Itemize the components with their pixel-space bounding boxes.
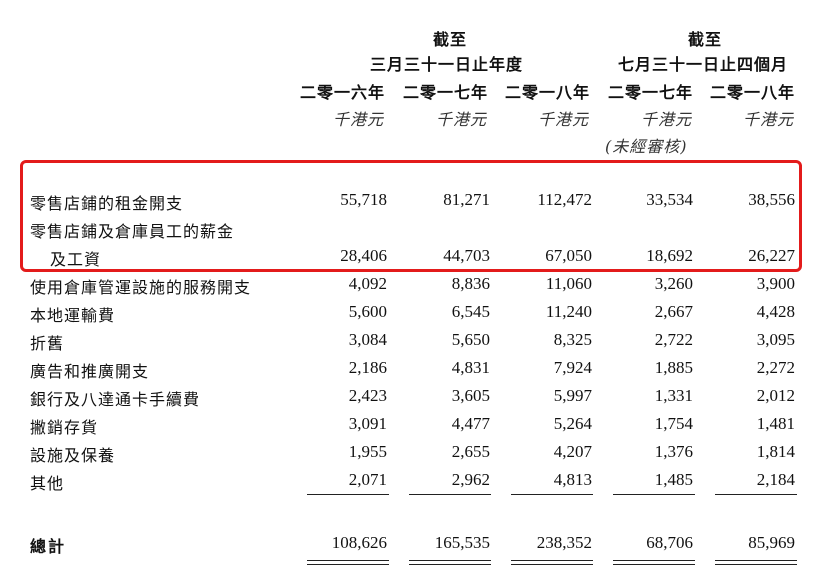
row-transport-col1: 5,600 (348, 302, 387, 321)
subtotal-rule-col1 (307, 494, 389, 495)
row-bank-col5: 2,012 (756, 386, 795, 405)
row-writeoff-col3: 5,264 (553, 414, 592, 433)
row-facilities-col1: 1,955 (348, 442, 387, 461)
row-bank-col1: 2,423 (348, 386, 387, 405)
group1-header-line2: 三月三十一日止年度 (370, 55, 524, 74)
unit-col1: 千港元 (333, 110, 385, 129)
row-salaries-col5: 26,227 (748, 246, 795, 265)
row-facilities-col5: 1,814 (756, 442, 795, 461)
year-header-2017-4m: 二零一七年 (608, 83, 694, 102)
subtotal-rule-col4 (613, 494, 695, 495)
row-others-col2: 2,962 (451, 470, 490, 489)
row-salaries-col1: 28,406 (340, 246, 387, 265)
unit-col5: 千港元 (743, 110, 795, 129)
row-advertising-col1: 2,186 (348, 358, 387, 377)
row-depreciation-col4: 2,722 (654, 330, 693, 349)
unaudited-note: (未經審核) (605, 137, 688, 156)
row-label-others: 其他 (30, 474, 65, 493)
row-warehouse-col5: 3,900 (756, 274, 795, 293)
highlight-box (20, 160, 802, 272)
row-label-facilities: 設施及保養 (30, 446, 116, 465)
row-warehouse-col1: 4,092 (348, 274, 387, 293)
row-transport-col3: 11,240 (545, 302, 592, 321)
row-rent-col3: 112,472 (537, 190, 592, 209)
row-rent-col1: 55,718 (340, 190, 387, 209)
row-depreciation-col5: 3,095 (756, 330, 795, 349)
total-double-rule-col5-b (715, 564, 797, 565)
total-col4: 68,706 (646, 533, 693, 552)
total-double-rule-col1-b (307, 564, 389, 565)
row-advertising-col3: 7,924 (553, 358, 592, 377)
row-bank-col4: 1,331 (654, 386, 693, 405)
row-writeoff-col1: 3,091 (348, 414, 387, 433)
total-col3: 238,352 (536, 533, 592, 552)
row-label-warehouse-services: 使用倉庫管運設施的服務開支 (30, 278, 252, 297)
row-others-col3: 4,813 (553, 470, 592, 489)
total-double-rule-col3-a (511, 560, 593, 561)
subtotal-rule-col5 (715, 494, 797, 495)
total-double-rule-col4-b (613, 564, 695, 565)
row-others-col5: 2,184 (756, 470, 795, 489)
year-header-2016: 二零一六年 (300, 83, 386, 102)
total-double-rule-col5-a (715, 560, 797, 561)
row-rent-col4: 33,534 (646, 190, 693, 209)
row-label-bank-charges: 銀行及八達通卡手續費 (30, 390, 201, 409)
row-writeoff-col2: 4,477 (451, 414, 490, 433)
row-facilities-col2: 2,655 (451, 442, 490, 461)
total-col5: 85,969 (748, 533, 795, 552)
group2-header-line2: 七月三十一日止四個月 (618, 55, 789, 74)
row-label-inventory-writeoff: 撇銷存貨 (30, 418, 99, 437)
row-salaries-col2: 44,703 (443, 246, 490, 265)
row-facilities-col3: 4,207 (553, 442, 592, 461)
row-depreciation-col3: 8,325 (553, 330, 592, 349)
row-advertising-col4: 1,885 (654, 358, 693, 377)
group2-header-line1: 截至 (688, 30, 723, 49)
row-others-col1: 2,071 (348, 470, 387, 489)
subtotal-rule-col2 (409, 494, 491, 495)
unit-col3: 千港元 (538, 110, 590, 129)
year-header-2018-4m: 二零一八年 (710, 83, 796, 102)
total-double-rule-col3-b (511, 564, 593, 565)
row-label-local-transport: 本地運輸費 (30, 306, 116, 325)
row-warehouse-col4: 3,260 (654, 274, 693, 293)
total-double-rule-col2-a (409, 560, 491, 561)
total-col2: 165,535 (434, 533, 490, 552)
unit-col4: 千港元 (641, 110, 693, 129)
row-warehouse-col3: 11,060 (545, 274, 592, 293)
row-transport-col2: 6,545 (451, 302, 490, 321)
total-double-rule-col2-b (409, 564, 491, 565)
row-advertising-col2: 4,831 (451, 358, 490, 377)
subtotal-rule-col3 (511, 494, 593, 495)
row-facilities-col4: 1,376 (654, 442, 693, 461)
row-others-col4: 1,485 (654, 470, 693, 489)
total-col1: 108,626 (331, 533, 387, 552)
row-label-salaries-line2: 及工資 (50, 250, 102, 269)
row-writeoff-col4: 1,754 (654, 414, 693, 433)
row-label-rent: 零售店鋪的租金開支 (30, 194, 184, 213)
row-label-depreciation: 折舊 (30, 334, 65, 353)
row-rent-col5: 38,556 (748, 190, 795, 209)
row-transport-col5: 4,428 (756, 302, 795, 321)
row-bank-col3: 5,997 (553, 386, 592, 405)
group1-header-line1: 截至 (433, 30, 468, 49)
row-warehouse-col2: 8,836 (451, 274, 490, 293)
row-depreciation-col2: 5,650 (451, 330, 490, 349)
row-salaries-col4: 18,692 (646, 246, 693, 265)
row-advertising-col5: 2,272 (756, 358, 795, 377)
row-label-advertising: 廣告和推廣開支 (30, 362, 150, 381)
total-double-rule-col1-a (307, 560, 389, 561)
year-header-2018: 二零一八年 (505, 83, 591, 102)
row-salaries-col3: 67,050 (545, 246, 592, 265)
year-header-2017: 二零一七年 (403, 83, 489, 102)
row-rent-col2: 81,271 (443, 190, 490, 209)
row-label-salaries-line1: 零售店鋪及倉庫員工的薪金 (30, 222, 235, 241)
unit-col2: 千港元 (436, 110, 488, 129)
row-bank-col2: 3,605 (451, 386, 490, 405)
row-writeoff-col5: 1,481 (756, 414, 795, 433)
total-double-rule-col4-a (613, 560, 695, 561)
row-depreciation-col1: 3,084 (348, 330, 387, 349)
row-transport-col4: 2,667 (654, 302, 693, 321)
total-label: 總計 (30, 537, 67, 556)
